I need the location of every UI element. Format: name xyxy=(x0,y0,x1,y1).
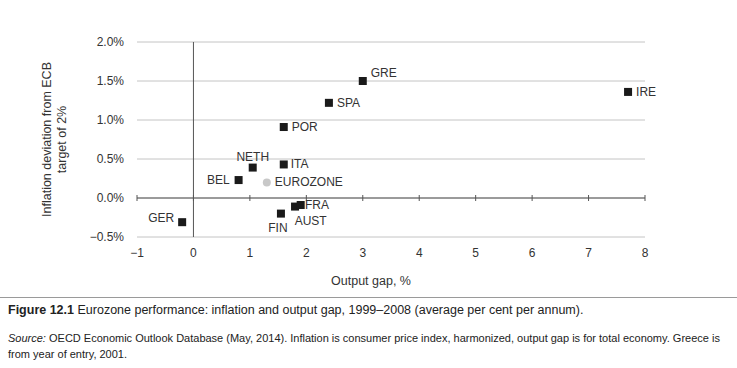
y-tick-label: 0.5% xyxy=(97,152,125,166)
point-label: NETH xyxy=(236,150,269,164)
figure-number: Figure 12.1 xyxy=(8,303,74,317)
marks xyxy=(178,77,632,226)
x-tick xyxy=(362,195,363,201)
point-label: SPA xyxy=(337,96,360,110)
x-tick-label: −1 xyxy=(130,246,144,260)
x-tick-label: 0 xyxy=(190,246,197,260)
point xyxy=(249,164,257,172)
point xyxy=(624,88,632,96)
point xyxy=(297,201,305,209)
point xyxy=(280,123,288,131)
x-tick xyxy=(588,195,589,201)
y-tick-label: 1.0% xyxy=(97,113,125,127)
x-tick xyxy=(532,195,533,201)
point-label: ITA xyxy=(291,157,309,171)
grid-line xyxy=(137,120,645,121)
x-tick-label: 8 xyxy=(642,246,649,260)
y-tick-label: −0.5% xyxy=(90,230,125,244)
point-label: GER xyxy=(148,211,174,225)
point-label: FIN xyxy=(268,221,287,235)
grid-line xyxy=(137,42,645,43)
point xyxy=(263,178,271,186)
point xyxy=(178,218,186,226)
y-tick-label: 1.5% xyxy=(97,74,125,88)
point-label: AUST xyxy=(295,214,328,228)
x-tick-label: 7 xyxy=(585,246,592,260)
point xyxy=(325,99,333,107)
point-label: BEL xyxy=(207,173,230,187)
x-tick xyxy=(419,195,420,201)
y-axis-line xyxy=(193,42,194,237)
x-tick-label: 3 xyxy=(359,246,366,260)
x-tick-label: 4 xyxy=(416,246,423,260)
x-tick xyxy=(249,195,250,201)
point xyxy=(280,160,288,168)
x-tick xyxy=(645,195,646,201)
y-tick-label: 0.0% xyxy=(97,191,125,205)
caption: Figure 12.1 Eurozone performance: inflat… xyxy=(8,303,728,317)
source-label: Source: xyxy=(8,332,46,344)
point xyxy=(359,77,367,85)
x-tick xyxy=(137,195,138,201)
point-label: EUROZONE xyxy=(275,175,343,189)
source-text: OECD Economic Outlook Database (May, 201… xyxy=(8,332,720,360)
x-axis-title: Output gap, % xyxy=(331,274,411,288)
y-axis-title: target of 2% xyxy=(55,106,69,173)
grid-line xyxy=(137,159,645,160)
x-tick xyxy=(193,195,194,201)
chart: −0.5% 0.0% 0.5% 1.0% 1.5% 2.0% −1 0 1 2 3 4 5 6 7 8 Outp… xyxy=(0,0,737,297)
grid-line xyxy=(137,198,645,199)
point xyxy=(235,176,243,184)
x-tick xyxy=(475,195,476,201)
x-tick-label: 1 xyxy=(247,246,254,260)
source-note: Source: OECD Economic Outlook Database (… xyxy=(8,330,723,362)
x-tick-label: 5 xyxy=(472,246,479,260)
point-label: IRE xyxy=(636,85,656,99)
grid-line xyxy=(137,237,645,238)
point-label: FRA xyxy=(305,198,329,212)
caption-rule xyxy=(0,297,737,298)
y-tick-label: 2.0% xyxy=(97,35,125,49)
point-labels: GRE SPA IRE POR NETH ITA BEL GER FIN FRA AUST EUROZ… xyxy=(148,66,656,235)
point-label: POR xyxy=(292,120,318,134)
figure-title: Eurozone performance: inflation and outp… xyxy=(77,303,583,317)
x-tick-label: 2 xyxy=(303,246,310,260)
grid-line xyxy=(137,81,645,82)
point-label: GRE xyxy=(371,66,397,80)
y-axis-title: Inflation deviation from ECB xyxy=(40,62,54,217)
x-tick-label: 6 xyxy=(529,246,536,260)
x-axis-line xyxy=(137,198,645,199)
point xyxy=(277,210,285,218)
